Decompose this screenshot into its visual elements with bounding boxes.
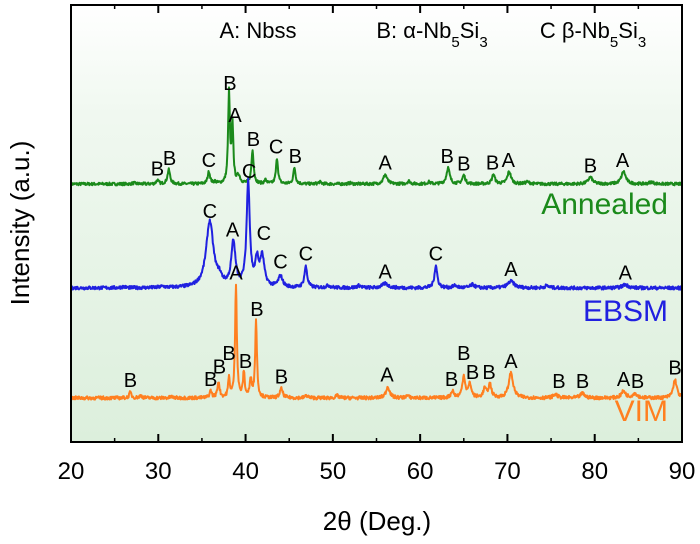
peak-label: B	[445, 369, 458, 391]
peak-label: A	[226, 220, 240, 242]
peak-label: A	[379, 261, 393, 283]
x-tick-label: 80	[581, 458, 608, 485]
x-tick-label: 60	[407, 458, 434, 485]
peak-label: B	[247, 129, 260, 151]
peak-label: B	[668, 358, 681, 380]
peak-label: C	[269, 137, 283, 159]
peak-label: A	[619, 262, 633, 284]
traces-group	[70, 86, 683, 401]
peak-label: B	[466, 362, 479, 384]
series-line	[70, 283, 683, 401]
peak-label: B	[631, 371, 644, 393]
peak-label: B	[223, 73, 236, 95]
peak-label: A	[228, 105, 242, 127]
peak-label: B	[482, 362, 495, 384]
x-tick-label: 40	[232, 458, 259, 485]
peak-label: A	[616, 150, 630, 172]
peak-label: B	[457, 343, 470, 365]
series-line	[70, 177, 683, 291]
peak-label: B	[163, 148, 176, 170]
peak-label: C	[273, 251, 287, 273]
peak-label: B	[151, 158, 164, 180]
peak-label: C	[202, 150, 216, 172]
peak-label: B	[275, 367, 288, 389]
series-line	[70, 86, 683, 187]
legend: A: Nbss B: α-Nb5Si3 C β-Nb5Si3	[219, 18, 646, 51]
peak-label: A	[617, 369, 631, 391]
peak-label: A	[504, 351, 518, 373]
peak-label: C	[242, 161, 256, 183]
peak-label: B	[584, 156, 597, 178]
peak-label: B	[486, 153, 499, 175]
peak-label: B	[289, 146, 302, 168]
plot-background	[71, 5, 682, 442]
x-tick-label: 90	[669, 458, 696, 485]
peak-label: C	[429, 244, 443, 266]
legend-entry: A: Nbss	[219, 18, 296, 43]
peak-label: A	[380, 364, 394, 386]
peak-label: A	[504, 259, 518, 281]
peak-label: B	[124, 370, 137, 392]
peak-label: B	[222, 343, 235, 365]
peak-label: B	[213, 356, 226, 378]
axis-ticks: 20 30 40 50 60 70 80 90	[58, 5, 696, 485]
peak-label: B	[441, 146, 454, 168]
peak-label: C	[257, 223, 271, 245]
peak-label: C	[203, 201, 217, 223]
peak-label: B	[552, 371, 565, 393]
series-label: VIM	[615, 395, 668, 428]
series-label: EBSM	[583, 295, 668, 328]
peak-label: B	[457, 154, 470, 176]
x-axis-label: 2θ (Deg.)	[323, 506, 431, 536]
series-label: Annealed	[541, 188, 668, 221]
peak-label: A	[229, 263, 243, 285]
x-tick-label: 20	[58, 458, 85, 485]
peak-label: B	[204, 369, 217, 391]
peak-label: A	[502, 150, 516, 172]
y-axis-label: Intensity (a.u.)	[5, 141, 35, 306]
peak-label: B	[576, 371, 589, 393]
peak-label: B	[250, 299, 263, 321]
x-tick-label: 50	[320, 458, 347, 485]
x-tick-label: 30	[145, 458, 172, 485]
peak-label: C	[299, 244, 313, 266]
peak-label: A	[379, 153, 393, 175]
peak-label: B	[239, 351, 252, 373]
x-tick-label: 70	[494, 458, 521, 485]
